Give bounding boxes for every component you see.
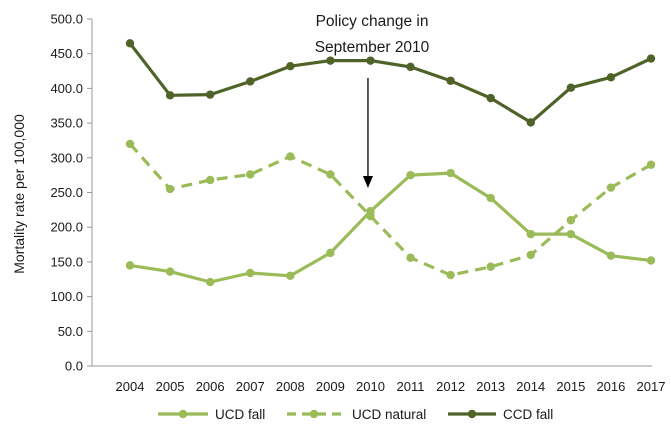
legend: UCD fall UCD natural CCD fall (158, 407, 553, 422)
data-point (286, 271, 295, 280)
data-point (205, 175, 215, 185)
y-axis-label: Mortality rate per 100,000 (11, 114, 27, 274)
x-tick-label: 2007 (236, 379, 265, 394)
data-point (326, 56, 335, 65)
y-axis: 0.0 50.0 100.0 150.0 200.0 250.0 300.0 350.0 400… (50, 12, 93, 374)
series-ucd-fall (125, 168, 656, 287)
data-point (286, 61, 295, 71)
data-point (125, 139, 135, 149)
data-point (165, 184, 175, 194)
data-point (326, 248, 335, 258)
data-point (205, 90, 215, 99)
data-point (486, 193, 495, 203)
data-point (246, 268, 255, 278)
data-point (326, 170, 335, 179)
annotation-line-2: September 2010 (315, 39, 430, 56)
x-tick-label: 2015 (556, 379, 585, 394)
legend-item-ucd-natural: UCD natural (287, 407, 426, 422)
y-tick-label: 500.0 (50, 12, 83, 27)
legend-swatch-marker (309, 409, 319, 419)
data-point (526, 250, 535, 260)
series-line (129, 171, 652, 284)
x-tick-label: 2014 (516, 379, 545, 394)
x-tick-label: 2017 (637, 379, 666, 394)
data-point (526, 118, 535, 127)
y-tick-label: 50.0 (58, 324, 83, 339)
data-point (646, 54, 656, 63)
y-tick-label: 0.0 (65, 359, 83, 374)
x-tick-label: 2012 (436, 379, 465, 394)
legend-swatch-marker (178, 409, 188, 419)
data-point (246, 170, 255, 179)
data-point (205, 277, 215, 287)
data-point (526, 229, 535, 239)
series-ucd-natural (125, 139, 656, 280)
data-point (165, 267, 175, 276)
legend-item-ucd-fall: UCD fall (158, 407, 265, 422)
legend-label: CCD fall (503, 407, 553, 422)
data-point (406, 170, 415, 180)
data-point (406, 253, 415, 262)
annotation-arrow-head (362, 176, 373, 188)
series-ccd-fall (125, 39, 656, 127)
data-point (486, 262, 495, 271)
legend-label: UCD fall (215, 407, 265, 422)
legend-item-ccd-fall: CCD fall (448, 407, 553, 422)
y-tick-label: 450.0 (50, 46, 83, 61)
y-tick-label: 150.0 (50, 254, 83, 269)
series-line (128, 42, 652, 125)
series-layer (125, 39, 656, 287)
x-tick-label: 2004 (116, 379, 145, 394)
y-tick-label: 100.0 (50, 289, 83, 304)
data-point (446, 76, 455, 85)
y-tick-label: 350.0 (50, 116, 83, 131)
y-tick-label: 400.0 (50, 81, 83, 96)
y-tick-label: 250.0 (50, 185, 83, 200)
data-point (566, 229, 576, 239)
data-point (646, 256, 656, 265)
data-point (366, 211, 375, 221)
data-point (606, 73, 616, 82)
data-point (606, 251, 616, 260)
x-tick-label: 2010 (356, 379, 385, 394)
data-point (446, 270, 455, 280)
policy-annotation: Policy change in September 2010 (315, 13, 430, 188)
legend-label: UCD natural (352, 407, 426, 422)
data-point (125, 261, 135, 270)
x-tick-label: 2013 (476, 379, 505, 394)
x-tick-label: 2008 (276, 379, 305, 394)
x-tick-label: 2011 (397, 379, 425, 394)
y-tick-label: 200.0 (50, 220, 83, 235)
data-point (486, 93, 495, 103)
data-point (366, 56, 375, 65)
data-point (646, 160, 656, 169)
data-point (246, 77, 255, 86)
data-point (406, 62, 415, 72)
data-point (566, 216, 576, 225)
x-tick-label: 2005 (156, 379, 185, 394)
x-axis: 2004 2005 2006 2007 2008 2009 2010 2011 2012 2013… (92, 365, 666, 394)
data-point (606, 183, 616, 192)
annotation-line-1: Policy change in (316, 13, 429, 30)
y-tick-label: 300.0 (50, 150, 83, 165)
legend-swatch-marker (467, 409, 477, 419)
series-line (128, 142, 652, 277)
data-point (125, 39, 135, 48)
x-tick-label: 2009 (316, 379, 345, 394)
x-tick-label: 2006 (196, 379, 225, 394)
data-point (286, 152, 295, 161)
data-point (165, 91, 175, 100)
x-tick-label: 2016 (596, 379, 625, 394)
data-point (446, 168, 455, 178)
data-point (566, 83, 576, 92)
